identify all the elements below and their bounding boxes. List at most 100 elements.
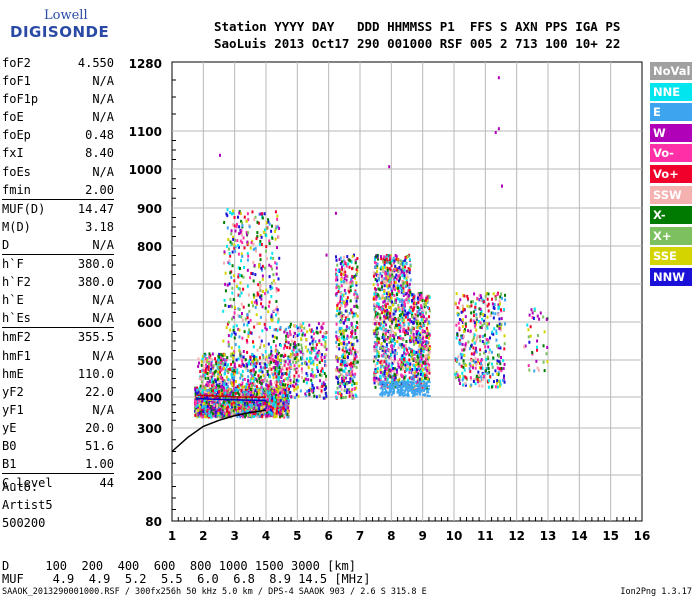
echo-point (398, 313, 401, 317)
echo-point (499, 362, 502, 366)
echo-point (289, 333, 292, 337)
echo-point (424, 311, 427, 315)
echo-point (239, 405, 242, 409)
param-row: h`Es N/A (2, 309, 114, 327)
echo-point (419, 312, 422, 316)
echo-point (386, 271, 389, 275)
echo-point (403, 349, 406, 353)
echo-point (218, 384, 221, 388)
echo-point (254, 215, 257, 219)
echo-point (424, 319, 427, 323)
echo-point (401, 343, 404, 347)
echo-point (420, 324, 423, 328)
echo-point (270, 372, 273, 376)
echo-point (396, 297, 399, 301)
echo-point (253, 295, 256, 299)
echo-point (233, 246, 236, 250)
echo-point (346, 296, 349, 300)
echo-point (409, 335, 412, 339)
echo-point (485, 338, 488, 342)
param-row: B0 51.6 (2, 437, 114, 455)
echo-point (346, 371, 349, 375)
echo-point (210, 375, 213, 379)
echo-point (267, 310, 270, 314)
echo-point (216, 409, 219, 413)
echo-point (381, 281, 384, 285)
echo-point (224, 415, 227, 419)
echo-point (283, 398, 286, 402)
y-tick-label: 1100 (129, 125, 162, 139)
echo-point (266, 372, 269, 376)
echo-point (228, 259, 231, 263)
echo-point (348, 373, 351, 377)
echo-point (420, 377, 423, 381)
echo-point (395, 298, 398, 302)
x-tick-label: 11 (477, 529, 494, 543)
echo-point (243, 215, 246, 219)
echo-point (410, 353, 413, 357)
echo-point (237, 245, 240, 249)
echo-point (388, 330, 391, 334)
echo-point (373, 373, 376, 377)
echo-point (341, 293, 344, 297)
echo-point (233, 279, 236, 283)
echo-point (211, 387, 214, 391)
echo-point (389, 333, 392, 337)
echo-point (340, 315, 343, 319)
echo-point (474, 302, 477, 306)
echo-point (396, 372, 399, 376)
echo-point (262, 388, 265, 392)
echo-point (376, 269, 379, 273)
echo-point (237, 273, 240, 277)
echo-point (419, 336, 422, 340)
echo-point (413, 357, 416, 361)
echo-point (272, 373, 275, 377)
echo-point (231, 250, 234, 254)
echo-point (281, 406, 284, 410)
echo-point (426, 335, 429, 339)
echo-point (256, 403, 259, 407)
echo-point (245, 367, 248, 371)
echo-point (348, 348, 351, 352)
echo-point (230, 354, 233, 358)
echo-point (478, 293, 481, 297)
echo-point (323, 355, 326, 359)
echo-point (316, 331, 319, 335)
echo-point (270, 318, 273, 322)
echo-point (396, 359, 399, 363)
echo-point (424, 298, 427, 302)
echo-point (403, 306, 406, 310)
echo-point (491, 297, 494, 301)
echo-point (208, 379, 211, 383)
echo-point (275, 287, 278, 291)
echo-point (372, 274, 375, 278)
echo-point (260, 361, 263, 365)
echo-point (214, 410, 217, 414)
echo-point (241, 359, 244, 363)
echo-point (227, 343, 230, 347)
echo-point (339, 262, 342, 266)
param-name: D (2, 237, 10, 252)
echo-point (488, 348, 491, 352)
echo-point (212, 383, 215, 387)
echo-point (269, 385, 272, 389)
echo-point (311, 346, 314, 350)
echo-point (416, 310, 419, 314)
echo-point (380, 255, 383, 259)
echo-point (241, 369, 244, 373)
param-value: 380.0 (77, 275, 114, 290)
echo-point (469, 362, 472, 366)
echo-point (500, 356, 503, 360)
echo-point (217, 372, 220, 376)
echo-point (412, 302, 415, 306)
echo-point (272, 386, 275, 390)
echo-point (243, 403, 246, 407)
echo-point (272, 394, 275, 398)
echo-point (340, 272, 343, 276)
param-name: M(D) (2, 219, 31, 234)
echo-point (237, 307, 240, 311)
echo-point (412, 335, 415, 339)
echo-point (245, 405, 248, 409)
echo-point (274, 398, 277, 402)
echo-point (412, 388, 415, 392)
